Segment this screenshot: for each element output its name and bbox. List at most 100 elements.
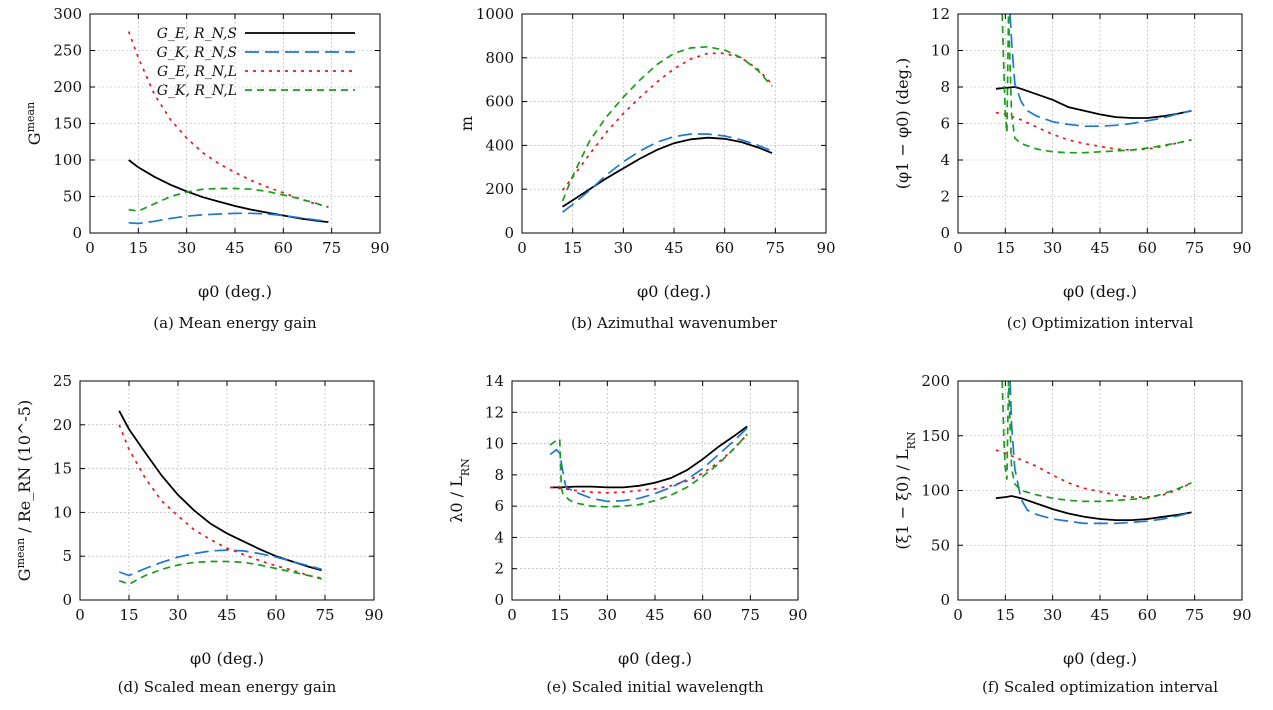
y-tick-label: 250 <box>53 42 82 60</box>
legend-label: G_K, R_N,S <box>157 45 237 61</box>
x-tick-label: 90 <box>1232 606 1251 624</box>
y-tick-label: 2 <box>494 560 504 578</box>
series-line-2 <box>549 427 748 503</box>
y-tick-label: 10 <box>931 42 950 60</box>
x-tick-label: 75 <box>315 606 334 624</box>
y-tick-label: 2 <box>940 188 950 206</box>
y-tick-label: 4 <box>494 528 504 546</box>
y-tick-label: 50 <box>931 536 950 554</box>
series-line-2 <box>1009 381 1192 525</box>
legend-label: G_K, R_N,L <box>157 83 237 99</box>
series-line-4 <box>128 187 329 212</box>
y-tick-label: 1000 <box>476 5 514 23</box>
x-tick-label: 75 <box>322 239 341 257</box>
series-line-1 <box>562 136 773 208</box>
y-tick-label: 12 <box>931 5 950 23</box>
series-line-1 <box>118 410 322 572</box>
panel-f: 0 15 30 45 60 75 90 0 50 100 150 200 φ0 (deg.) (ξ1 − … <box>893 372 1252 696</box>
x-tick-label: 0 <box>75 606 85 624</box>
x-tick-label: 60 <box>274 239 293 257</box>
series-line-2 <box>118 549 322 577</box>
x-tick-label: 45 <box>217 606 236 624</box>
y-tick-label: 0 <box>940 591 950 609</box>
y-tick-label: 14 <box>485 372 504 390</box>
y-tick-label: 12 <box>485 403 504 421</box>
panel-caption: (b) Azimuthal wavenumber <box>571 314 778 332</box>
legend-label: G_E, R_N,L <box>157 64 237 80</box>
x-axis-label: φ0 (deg.) <box>637 282 711 301</box>
y-tick-label: 10 <box>485 435 504 453</box>
y-tick-label: 300 <box>53 5 82 23</box>
y-tick-label: 8 <box>940 78 950 96</box>
x-tick-label: 45 <box>225 239 244 257</box>
x-tick-label: 90 <box>370 239 389 257</box>
y-tick-label: 6 <box>940 115 950 133</box>
y-axis-label: λ0 / LRN <box>447 458 472 523</box>
series-line-4 <box>561 45 773 202</box>
x-tick-label: 15 <box>996 606 1015 624</box>
y-tick-label: 0 <box>504 224 514 242</box>
panel-caption: (c) Optimization interval <box>1007 314 1194 332</box>
x-tick-label: 15 <box>996 239 1015 257</box>
panel-e: 0 15 30 45 60 75 90 0 2 4 6 8 10 12 14 φ0 (deg.) λ0 / LR… <box>447 372 808 696</box>
series-line-4 <box>1001 14 1192 154</box>
panel-d: 0 15 30 45 60 75 90 0 5 10 15 20 25 φ0 (deg.) Gmean / … <box>14 372 384 696</box>
x-tick-label: 75 <box>1185 606 1204 624</box>
x-axis-label: φ0 (deg.) <box>190 649 264 668</box>
y-tick-label: 25 <box>53 372 72 390</box>
x-tick-label: 45 <box>645 606 664 624</box>
panel-b: 0 15 30 45 60 75 90 0 200 400 600 800 1000 φ0 (deg.) m… <box>457 5 836 332</box>
x-tick-label: 60 <box>1138 239 1157 257</box>
x-tick-label: 30 <box>598 606 617 624</box>
x-tick-label: 15 <box>550 606 569 624</box>
y-tick-label: 400 <box>485 136 514 154</box>
panel-caption: (a) Mean energy gain <box>153 314 317 332</box>
x-tick-label: 0 <box>517 239 527 257</box>
x-tick-label: 60 <box>1138 606 1157 624</box>
y-tick-label: 0 <box>494 591 504 609</box>
x-tick-label: 75 <box>766 239 785 257</box>
y-tick-label: 100 <box>921 482 950 500</box>
panel-caption: (f) Scaled optimization interval <box>982 678 1218 696</box>
y-tick-label: 200 <box>53 78 82 96</box>
x-tick-label: 30 <box>168 606 187 624</box>
x-tick-label: 90 <box>788 606 807 624</box>
legend-label: G_E, R_N,S <box>157 26 237 42</box>
panel-caption: (e) Scaled initial wavelength <box>546 678 764 696</box>
y-tick-label: 20 <box>53 416 72 434</box>
x-tick-label: 60 <box>693 606 712 624</box>
series-line-1 <box>550 425 748 489</box>
y-tick-label: 5 <box>62 547 72 565</box>
x-tick-label: 30 <box>177 239 196 257</box>
x-tick-label: 0 <box>953 606 963 624</box>
series-line-2 <box>561 133 773 213</box>
x-tick-label: 15 <box>563 239 582 257</box>
y-axis-label: m <box>457 116 476 131</box>
y-tick-label: 200 <box>921 372 950 390</box>
y-tick-label: 0 <box>72 224 82 242</box>
panel-c: 0 15 30 45 60 75 90 0 2 4 6 8 10 12 φ0 (deg.) (φ1 − φ0)… <box>893 5 1252 332</box>
x-tick-label: 75 <box>741 606 760 624</box>
y-tick-label: 100 <box>53 151 82 169</box>
x-tick-label: 90 <box>364 606 383 624</box>
series-line-3 <box>550 433 748 494</box>
y-tick-label: 0 <box>940 224 950 242</box>
y-tick-label: 600 <box>485 93 514 111</box>
series-line-4 <box>549 433 748 508</box>
series-line-3 <box>561 52 773 191</box>
y-tick-label: 150 <box>53 115 82 133</box>
x-tick-label: 30 <box>614 239 633 257</box>
x-tick-label: 0 <box>85 239 95 257</box>
x-tick-label: 75 <box>1185 239 1204 257</box>
y-tick-label: 6 <box>494 497 504 515</box>
y-tick-label: 10 <box>53 503 72 521</box>
x-tick-label: 90 <box>1232 239 1251 257</box>
series-line-3 <box>118 424 322 579</box>
x-tick-label: 45 <box>1090 239 1109 257</box>
x-axis-label: φ0 (deg.) <box>618 649 692 668</box>
y-axis-label: Gmean <box>24 102 45 145</box>
x-axis-label: φ0 (deg.) <box>1063 282 1137 301</box>
x-tick-label: 15 <box>129 239 148 257</box>
series-line-4 <box>118 560 322 586</box>
